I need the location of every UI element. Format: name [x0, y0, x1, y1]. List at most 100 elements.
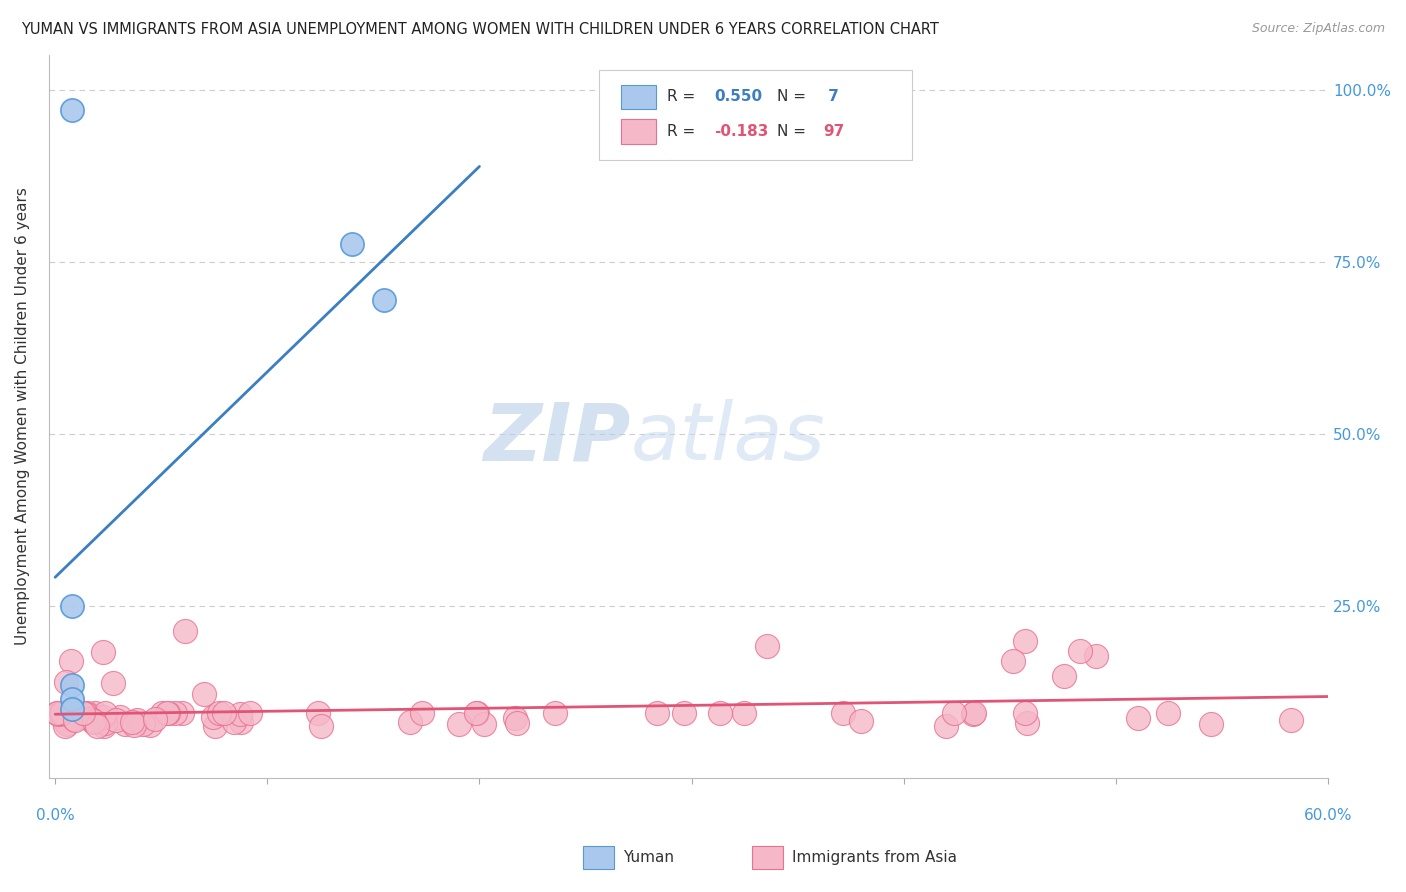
- Point: [101, 676, 124, 690]
- Point: [935, 719, 957, 733]
- Point: [53, 719, 76, 733]
- Point: [72, 706, 94, 720]
- Point: [114, 717, 136, 731]
- Text: 7: 7: [823, 89, 838, 103]
- Point: [1014, 633, 1036, 648]
- Point: [672, 706, 695, 720]
- FancyBboxPatch shape: [599, 70, 912, 160]
- Text: 97: 97: [823, 123, 844, 138]
- Point: [125, 713, 148, 727]
- Point: [75, 706, 97, 721]
- Point: [733, 706, 755, 720]
- Point: [340, 237, 363, 252]
- Point: [201, 710, 224, 724]
- Point: [465, 706, 488, 720]
- Text: R =: R =: [666, 123, 700, 138]
- Point: [411, 706, 433, 720]
- Point: [229, 707, 252, 722]
- Point: [1085, 648, 1108, 663]
- Point: [93, 706, 115, 720]
- Point: [83, 706, 105, 720]
- Point: [110, 710, 132, 724]
- Text: YUMAN VS IMMIGRANTS FROM ASIA UNEMPLOYMENT AMONG WOMEN WITH CHILDREN UNDER 6 YEA: YUMAN VS IMMIGRANTS FROM ASIA UNEMPLOYME…: [21, 22, 939, 37]
- Point: [1199, 716, 1222, 731]
- Bar: [620, 120, 657, 144]
- Point: [76, 706, 98, 720]
- Text: Yuman: Yuman: [623, 850, 673, 864]
- Point: [55, 706, 77, 720]
- Point: [212, 706, 235, 720]
- Text: Immigrants from Asia: Immigrants from Asia: [792, 850, 956, 864]
- Point: [1069, 644, 1091, 658]
- Point: [46, 707, 69, 722]
- Point: [59, 654, 82, 668]
- Text: Source: ZipAtlas.com: Source: ZipAtlas.com: [1251, 22, 1385, 36]
- Text: N =: N =: [776, 89, 811, 103]
- Point: [93, 719, 115, 733]
- Point: [156, 706, 179, 720]
- Bar: [620, 85, 657, 110]
- Point: [60, 678, 83, 692]
- Point: [132, 717, 155, 731]
- Point: [46, 706, 69, 720]
- Point: [172, 706, 194, 720]
- Point: [93, 645, 115, 659]
- Point: [849, 714, 872, 728]
- Point: [60, 691, 83, 706]
- Point: [94, 715, 117, 730]
- Text: atlas: atlas: [631, 400, 825, 477]
- Point: [60, 702, 83, 716]
- Point: [962, 706, 984, 721]
- Point: [52, 706, 75, 720]
- Point: [1015, 715, 1038, 730]
- Point: [1001, 654, 1024, 668]
- Point: [150, 706, 173, 720]
- Point: [543, 706, 565, 720]
- Point: [46, 706, 69, 720]
- Point: [832, 706, 855, 720]
- Point: [239, 706, 262, 720]
- Point: [943, 706, 966, 721]
- Point: [82, 714, 104, 729]
- Text: ZIP: ZIP: [484, 400, 631, 477]
- Point: [63, 712, 86, 726]
- Point: [93, 714, 115, 729]
- Point: [307, 706, 329, 720]
- Point: [121, 714, 143, 729]
- Point: [963, 706, 986, 720]
- Point: [465, 706, 488, 720]
- Point: [163, 706, 186, 720]
- Point: [51, 706, 73, 720]
- Point: [46, 706, 69, 720]
- Point: [204, 719, 226, 733]
- Point: [55, 716, 77, 731]
- Point: [83, 714, 105, 728]
- Point: [157, 706, 180, 720]
- Y-axis label: Unemployment Among Women with Children Under 6 years: Unemployment Among Women with Children U…: [15, 187, 30, 646]
- Point: [756, 639, 779, 653]
- Point: [62, 706, 84, 720]
- Point: [86, 719, 108, 733]
- Point: [49, 706, 72, 720]
- Point: [63, 713, 86, 727]
- Point: [105, 713, 128, 727]
- Text: 0.550: 0.550: [714, 89, 762, 103]
- Point: [143, 712, 166, 726]
- Point: [472, 716, 495, 731]
- Point: [222, 714, 245, 729]
- Point: [309, 718, 332, 732]
- Text: 0.0%: 0.0%: [35, 808, 75, 823]
- Point: [229, 714, 252, 729]
- Point: [1157, 706, 1180, 720]
- Point: [174, 624, 197, 638]
- Point: [122, 718, 145, 732]
- Point: [1052, 669, 1074, 683]
- Point: [1014, 706, 1036, 720]
- Point: [55, 674, 77, 689]
- Point: [373, 293, 395, 307]
- Point: [62, 706, 84, 720]
- Point: [69, 709, 91, 723]
- Point: [75, 706, 97, 720]
- Point: [193, 687, 215, 701]
- Point: [53, 706, 76, 720]
